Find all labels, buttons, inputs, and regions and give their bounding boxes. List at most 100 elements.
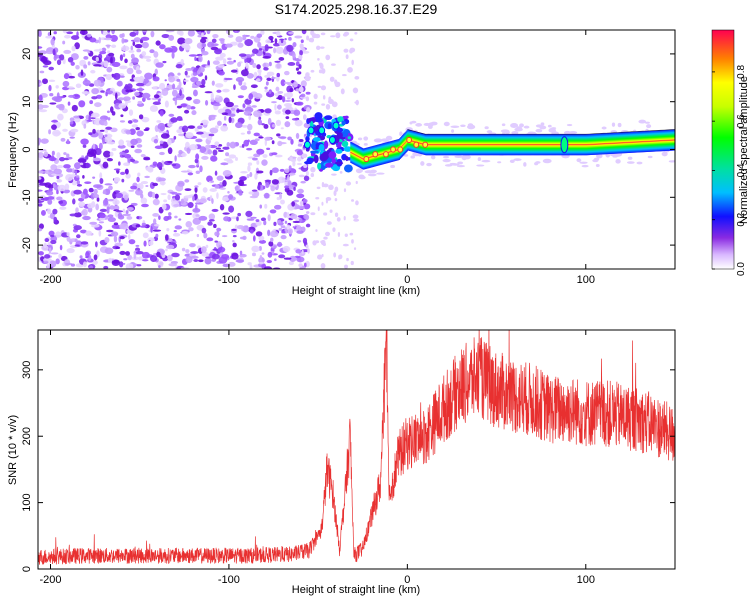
noise-speck <box>274 38 278 44</box>
noise-speck <box>251 245 260 253</box>
band-segment <box>592 133 594 155</box>
noise-speck <box>82 144 87 148</box>
noise-speck <box>153 138 159 144</box>
noise-speck <box>106 229 114 233</box>
band-segment <box>525 134 527 156</box>
noise-speck <box>141 41 149 49</box>
noise-speck <box>197 34 203 38</box>
band-halo <box>566 123 573 127</box>
noise-speck <box>342 74 347 77</box>
noise-speck <box>264 136 272 141</box>
band-segment <box>621 132 623 154</box>
band-segment <box>589 134 591 156</box>
noise-speck <box>199 84 206 88</box>
noise-speck <box>345 54 349 60</box>
noise-speck <box>162 257 168 262</box>
band-halo <box>501 123 506 127</box>
noise-speck <box>167 160 173 164</box>
noise-speck <box>285 116 290 120</box>
noise-speck <box>261 159 268 166</box>
noise-speck <box>56 196 63 201</box>
noise-speck <box>119 120 126 123</box>
band-halo <box>615 159 621 164</box>
spectrogram-x-tick-label: -200 <box>39 274 61 286</box>
noise-speck <box>56 152 61 159</box>
band-segment <box>430 134 433 156</box>
noise-speck <box>141 222 147 227</box>
band-segment <box>659 130 662 152</box>
noise-speck <box>125 173 131 179</box>
noise-speck <box>322 242 326 246</box>
noise-speck <box>290 213 298 220</box>
noise-speck <box>180 152 187 158</box>
noise-speck <box>151 191 156 199</box>
band-segment <box>454 134 457 156</box>
noise-speck <box>119 54 124 62</box>
noise-speck <box>349 232 354 236</box>
band-halo <box>581 164 589 168</box>
noise-speck <box>75 83 82 89</box>
snr-plot-area <box>38 330 675 569</box>
noise-speck <box>139 75 145 83</box>
noise-speck <box>214 231 220 237</box>
noise-speck <box>240 171 248 174</box>
noise-speck <box>222 146 230 150</box>
noise-speck <box>271 140 275 145</box>
band-segment <box>405 131 408 153</box>
noise-speck <box>130 138 139 146</box>
noise-speck <box>92 128 96 134</box>
noise-speck <box>147 191 154 198</box>
spectrogram-x-ticks: -200 -100 0 100 <box>39 30 595 286</box>
noise-speck <box>284 38 287 41</box>
noise-speck <box>291 117 299 121</box>
noise-speck <box>231 228 237 231</box>
noise-speck <box>135 127 140 131</box>
noise-speck <box>193 89 198 97</box>
noise-speck <box>122 208 126 213</box>
band-segment <box>493 134 495 156</box>
noise-speck <box>276 63 281 69</box>
noise-speck <box>44 254 51 259</box>
noise-speck <box>171 163 177 167</box>
noise-speck <box>325 103 331 110</box>
noise-speck <box>120 171 126 175</box>
band-segment <box>453 134 456 156</box>
noise-speck <box>296 205 305 210</box>
noise-speck <box>185 141 190 149</box>
noise-speck <box>352 87 359 94</box>
noise-speck <box>316 45 321 51</box>
band-segment <box>476 134 478 156</box>
noise-speck <box>198 259 204 263</box>
noise-speck <box>133 77 138 80</box>
band-segment <box>615 132 617 154</box>
band-halo <box>486 130 493 134</box>
band-segment <box>468 134 470 156</box>
noise-speck <box>184 188 192 192</box>
band-segment <box>577 134 580 156</box>
band-halo <box>568 131 578 135</box>
band-segment <box>628 131 631 153</box>
band-segment <box>532 134 534 156</box>
noise-speck <box>274 110 281 115</box>
noise-speck <box>249 195 258 199</box>
band-halo <box>509 159 515 164</box>
noise-speck <box>195 170 201 174</box>
noise-speck <box>285 109 291 115</box>
noise-speck <box>125 263 134 269</box>
noise-speck <box>181 42 190 49</box>
band-segment <box>549 134 551 156</box>
noise-speck <box>207 149 213 155</box>
blob-speck <box>344 164 353 173</box>
noise-speck <box>216 227 222 232</box>
noise-speck <box>205 99 209 106</box>
noise-speck <box>297 240 302 243</box>
noise-speck <box>263 67 269 71</box>
band-segment <box>625 132 627 154</box>
noise-speck <box>116 80 123 87</box>
band-segment <box>476 134 479 156</box>
noise-speck <box>204 75 208 81</box>
noise-speck <box>251 189 258 192</box>
noise-speck <box>295 88 300 92</box>
noise-speck <box>222 196 230 202</box>
noise-speck <box>283 257 292 260</box>
